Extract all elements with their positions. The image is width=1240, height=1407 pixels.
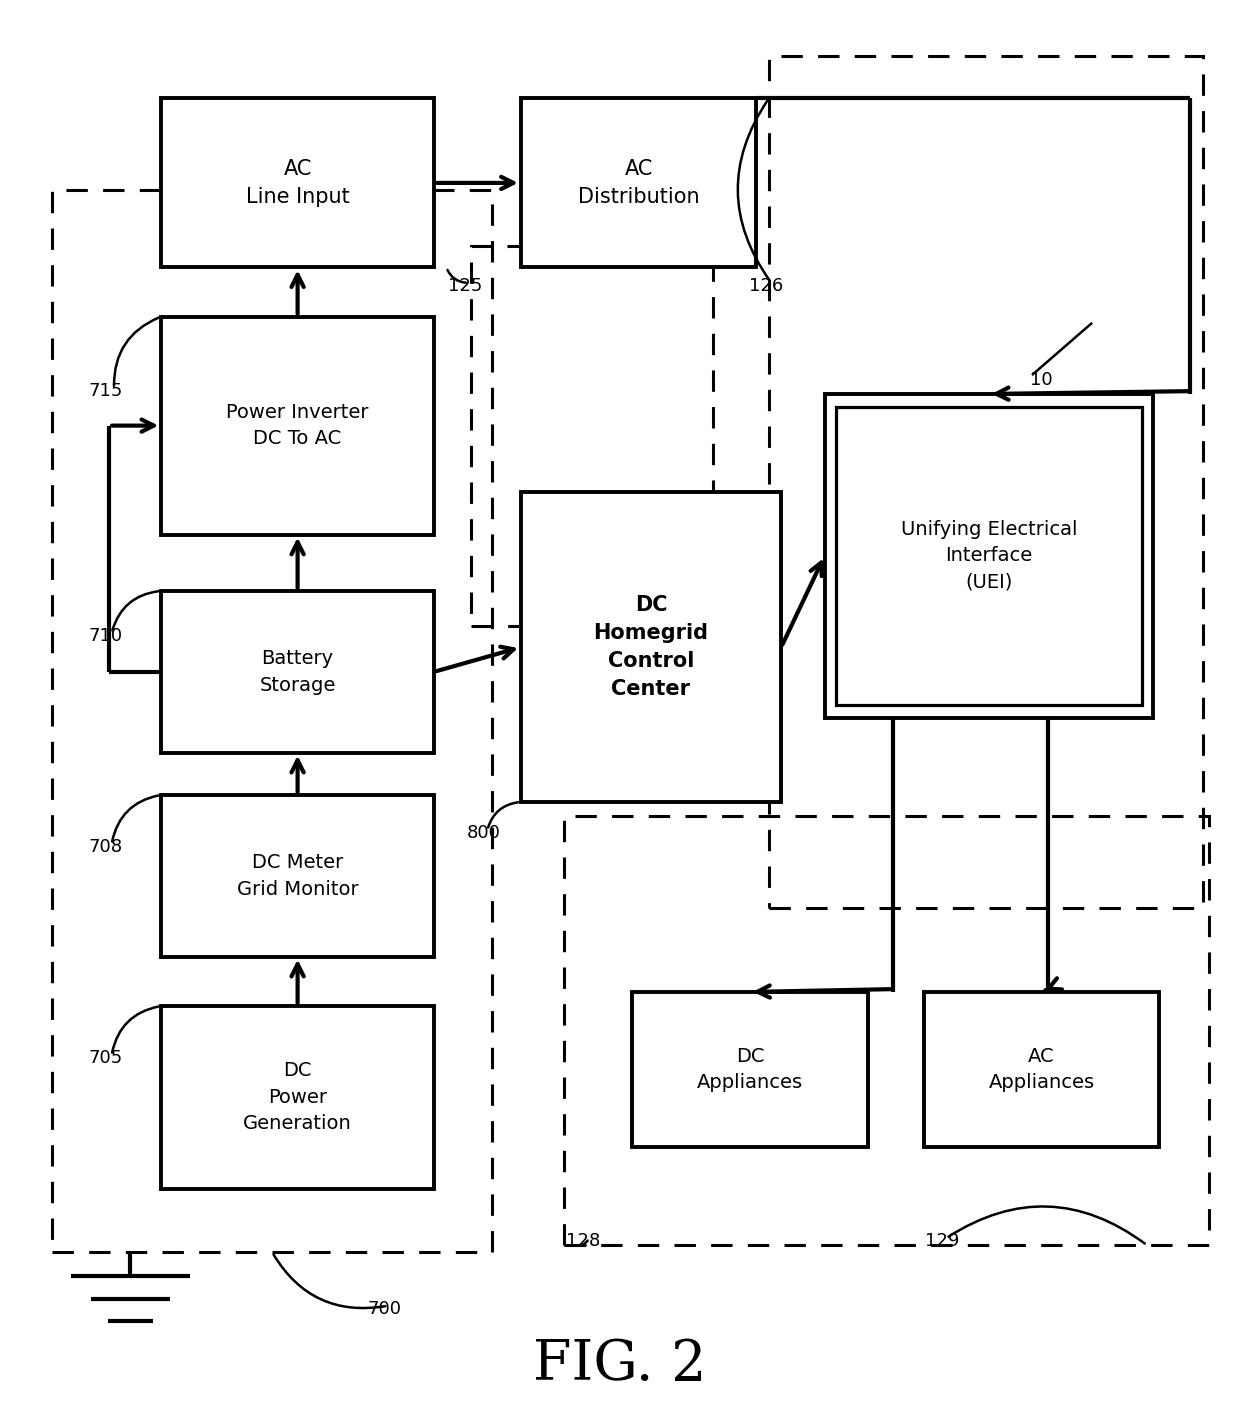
Bar: [924, 992, 1159, 1147]
Bar: [52, 190, 492, 1252]
Bar: [521, 492, 781, 802]
Text: DC
Homegrid
Control
Center: DC Homegrid Control Center: [594, 595, 708, 699]
Bar: [161, 317, 434, 535]
Bar: [632, 992, 868, 1147]
Text: 129: 129: [925, 1233, 960, 1249]
Text: DC
Appliances: DC Appliances: [697, 1047, 804, 1092]
Bar: [161, 591, 434, 753]
Text: AC
Distribution: AC Distribution: [578, 159, 699, 207]
Text: 715: 715: [88, 383, 123, 400]
Bar: [836, 407, 1142, 705]
Text: 800: 800: [466, 825, 501, 841]
Text: 708: 708: [88, 839, 123, 855]
Text: DC
Power
Generation: DC Power Generation: [243, 1061, 352, 1134]
Bar: [769, 56, 1203, 908]
Bar: [521, 98, 756, 267]
Text: 128: 128: [565, 1233, 600, 1249]
Text: FIG. 2: FIG. 2: [533, 1338, 707, 1392]
Text: Power Inverter
DC To AC: Power Inverter DC To AC: [227, 402, 368, 449]
Text: 710: 710: [88, 628, 123, 644]
Bar: [161, 795, 434, 957]
Text: DC Meter
Grid Monitor: DC Meter Grid Monitor: [237, 853, 358, 899]
Text: 10: 10: [1030, 371, 1053, 388]
Bar: [564, 816, 1209, 1245]
Text: 125: 125: [448, 277, 482, 294]
Bar: [161, 98, 434, 267]
Bar: [825, 394, 1153, 718]
Text: 126: 126: [749, 277, 784, 294]
Bar: [471, 246, 713, 626]
Text: 705: 705: [88, 1050, 123, 1067]
Text: AC
Line Input: AC Line Input: [246, 159, 350, 207]
Text: AC
Appliances: AC Appliances: [988, 1047, 1095, 1092]
Text: 700: 700: [367, 1300, 402, 1317]
Text: Battery
Storage: Battery Storage: [259, 649, 336, 695]
Bar: [161, 1006, 434, 1189]
Text: Unifying Electrical
Interface
(UEI): Unifying Electrical Interface (UEI): [900, 519, 1078, 592]
